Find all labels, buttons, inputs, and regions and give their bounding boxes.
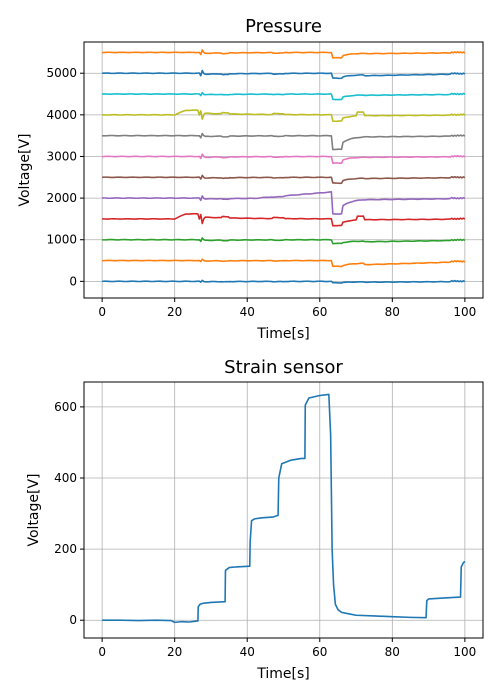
x-tick-label: 0: [98, 305, 106, 319]
y-tick-label: 200: [54, 542, 77, 556]
series-line-10: [102, 69, 466, 80]
strain-xlabel: Time[s]: [256, 666, 309, 682]
series-line-5: [102, 174, 466, 185]
series-line-7: [102, 132, 466, 151]
y-tick-label: 0: [69, 613, 77, 627]
pressure-grid: [84, 42, 483, 298]
series-line-8: [102, 109, 466, 123]
y-tick-label: 0: [69, 274, 77, 288]
pressure-title: Pressure: [245, 16, 322, 37]
series-line-2: [102, 237, 466, 245]
pressure-xlabel: Time[s]: [256, 326, 309, 342]
x-tick-label: 0: [98, 645, 106, 659]
x-tick-label: 20: [167, 305, 182, 319]
series-line-11: [102, 49, 466, 59]
series-line-0: [102, 393, 466, 624]
y-tick-label: 5000: [46, 66, 77, 80]
pressure-series: [102, 49, 466, 284]
pressure-ylabel: Voltage[V]: [17, 133, 33, 206]
series-line-0: [102, 279, 466, 284]
x-tick-label: 100: [453, 645, 476, 659]
strain-ylabel: Voltage[V]: [26, 473, 42, 546]
y-tick-label: 1000: [46, 233, 77, 247]
y-tick-label: 400: [54, 471, 77, 485]
x-tick-label: 60: [312, 305, 327, 319]
strain-plot-frame: [83, 381, 484, 639]
x-tick-label: 40: [240, 645, 255, 659]
x-tick-label: 80: [385, 645, 400, 659]
strain-grid: [84, 382, 483, 638]
x-tick-label: 40: [240, 305, 255, 319]
y-tick-label: 600: [54, 400, 77, 414]
x-tick-label: 80: [385, 305, 400, 319]
strain-ticks: 0 20 40 60 80 100 0 200 400 600: [54, 400, 476, 659]
x-tick-label: 100: [453, 305, 476, 319]
strain-series: [102, 393, 466, 624]
strain-axes: 0 20 40 60 80 100 0 200 400 600 Strain sensor Tim…: [26, 357, 484, 682]
series-line-3: [102, 212, 466, 227]
pressure-plot-frame: [83, 41, 484, 299]
y-tick-label: 3000: [46, 149, 77, 163]
x-tick-label: 60: [312, 645, 327, 659]
y-tick-label: 2000: [46, 191, 77, 205]
y-tick-label: 4000: [46, 108, 77, 122]
series-line-1: [102, 258, 466, 268]
series-line-6: [102, 153, 466, 165]
x-tick-label: 20: [167, 645, 182, 659]
series-line-9: [102, 91, 466, 101]
strain-title: Strain sensor: [224, 357, 343, 378]
series-line-4: [102, 191, 466, 215]
